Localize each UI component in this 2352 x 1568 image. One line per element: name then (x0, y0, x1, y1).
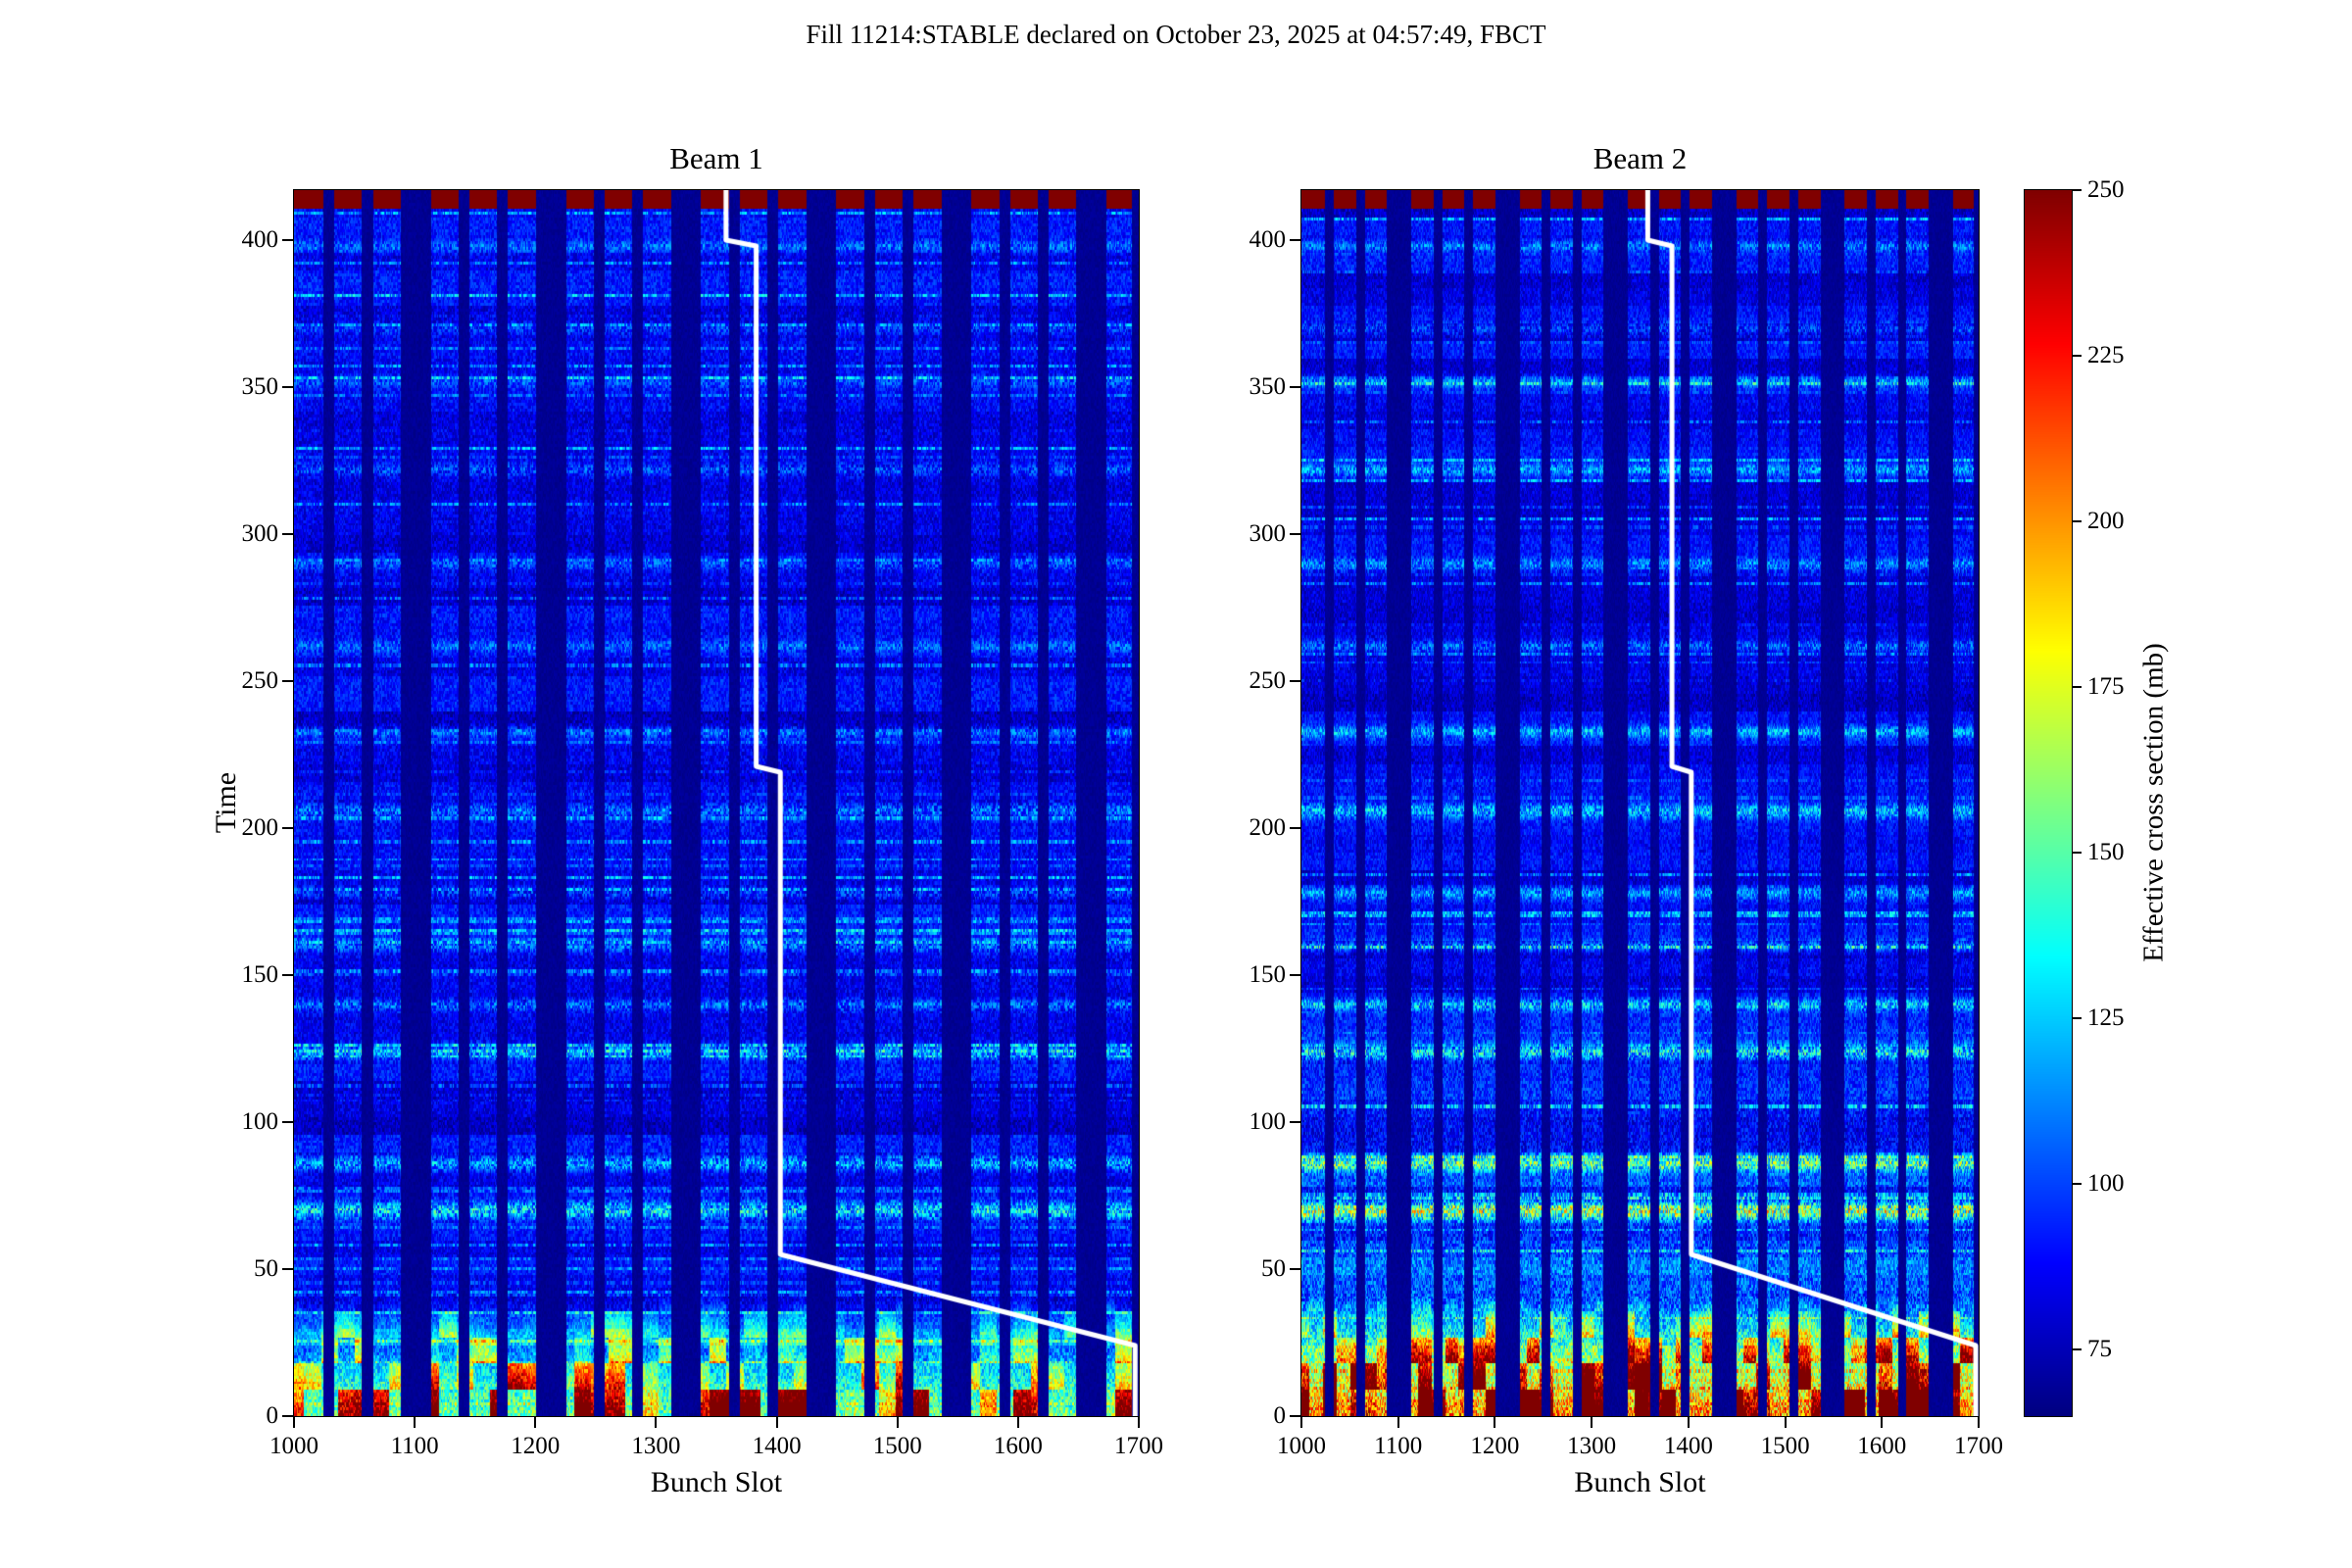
y-tick-label: 150 (1249, 961, 1287, 988)
y-tick-mark (282, 827, 294, 829)
y-tick-mark (1290, 1121, 1301, 1123)
x-tick-label: 1300 (631, 1433, 681, 1459)
x-tick-mark (293, 1416, 295, 1428)
x-tick-mark (1396, 1416, 1399, 1428)
y-tick-label: 300 (241, 520, 279, 547)
beam2-title: Beam 2 (1592, 141, 1688, 175)
y-tick-mark (282, 1415, 294, 1417)
y-tick-mark (282, 1268, 294, 1270)
x-tick-mark (534, 1416, 537, 1428)
colorbar-tick-mark (2072, 1183, 2082, 1186)
colorbar-tick-mark (2072, 1017, 2082, 1020)
y-tick-mark (1290, 386, 1301, 388)
y-tick-label: 350 (1249, 373, 1287, 400)
y-tick-mark (282, 386, 294, 388)
x-tick-label: 1100 (1374, 1433, 1423, 1459)
x-tick-label: 1200 (511, 1433, 561, 1459)
x-tick-label: 1600 (993, 1433, 1043, 1459)
colorbar (2024, 189, 2073, 1417)
y-tick-label: 250 (1249, 667, 1287, 694)
x-tick-mark (1138, 1416, 1140, 1428)
x-tick-label: 1000 (1277, 1433, 1326, 1459)
colorbar-tick-mark (2072, 520, 2082, 523)
y-tick-label: 50 (1261, 1255, 1286, 1282)
colorbar-label: Effective cross section (mb) (2137, 643, 2170, 962)
x-tick-label: 1100 (390, 1433, 439, 1459)
beam1-heatmap (293, 189, 1140, 1417)
beam1-xlabel: Bunch Slot (650, 1466, 783, 1498)
x-tick-mark (896, 1416, 899, 1428)
y-tick-label: 300 (1249, 520, 1287, 547)
colorbar-tick-label: 125 (2087, 1004, 2125, 1032)
y-tick-mark (1290, 1415, 1301, 1417)
colorbar-tick-mark (2072, 355, 2082, 358)
beam1-ylabel: Time (210, 771, 242, 834)
x-tick-mark (1300, 1416, 1302, 1428)
colorbar-tick-label: 225 (2087, 342, 2125, 369)
x-tick-label: 1300 (1567, 1433, 1617, 1459)
x-tick-mark (1978, 1416, 1980, 1428)
y-tick-mark (282, 680, 294, 682)
x-tick-mark (655, 1416, 658, 1428)
colorbar-tick-mark (2072, 189, 2082, 191)
x-tick-mark (1881, 1416, 1884, 1428)
colorbar-tick-label: 100 (2087, 1170, 2125, 1198)
y-tick-label: 200 (1249, 814, 1287, 841)
x-tick-mark (1784, 1416, 1787, 1428)
x-tick-mark (1591, 1416, 1593, 1428)
x-tick-label: 1700 (1114, 1433, 1163, 1459)
x-tick-mark (775, 1416, 778, 1428)
x-tick-mark (414, 1416, 416, 1428)
x-tick-label: 1700 (1954, 1433, 2003, 1459)
y-tick-mark (282, 974, 294, 976)
x-tick-mark (1687, 1416, 1690, 1428)
colorbar-tick-label: 250 (2087, 176, 2125, 203)
y-tick-mark (1290, 680, 1301, 682)
beam2-heatmap (1300, 189, 1980, 1417)
colorbar-tick-mark (2072, 686, 2082, 689)
y-tick-label: 150 (241, 961, 279, 988)
y-tick-mark (1290, 533, 1301, 535)
y-tick-label: 400 (241, 226, 279, 253)
x-tick-mark (1494, 1416, 1496, 1428)
x-tick-label: 1600 (1857, 1433, 1907, 1459)
y-tick-mark (1290, 974, 1301, 976)
y-tick-mark (282, 1121, 294, 1123)
y-tick-mark (1290, 1268, 1301, 1270)
colorbar-tick-label: 200 (2087, 508, 2125, 535)
y-tick-label: 100 (1249, 1108, 1287, 1135)
x-tick-label: 1500 (872, 1433, 922, 1459)
x-tick-mark (1016, 1416, 1019, 1428)
y-tick-label: 0 (1273, 1402, 1287, 1429)
beam1-title: Beam 1 (669, 141, 763, 175)
y-tick-mark (282, 239, 294, 241)
y-tick-mark (1290, 239, 1301, 241)
y-tick-label: 400 (1249, 226, 1287, 253)
colorbar-tick-label: 75 (2087, 1336, 2112, 1363)
y-tick-label: 250 (241, 667, 279, 694)
beam2-xlabel: Bunch Slot (1574, 1466, 1706, 1498)
colorbar-tick-mark (2072, 852, 2082, 855)
x-tick-label: 1200 (1470, 1433, 1520, 1459)
x-tick-label: 1400 (752, 1433, 802, 1459)
x-tick-label: 1500 (1760, 1433, 1810, 1459)
y-tick-label: 0 (266, 1402, 279, 1429)
y-tick-mark (1290, 827, 1301, 829)
y-tick-label: 100 (241, 1108, 279, 1135)
colorbar-tick-mark (2072, 1348, 2082, 1351)
x-tick-label: 1000 (270, 1433, 318, 1459)
y-tick-label: 350 (241, 373, 279, 400)
y-tick-mark (282, 533, 294, 535)
y-tick-label: 50 (254, 1255, 278, 1282)
figure-title: Fill 11214:STABLE declared on October 23… (806, 20, 1546, 49)
x-tick-label: 1400 (1663, 1433, 1713, 1459)
